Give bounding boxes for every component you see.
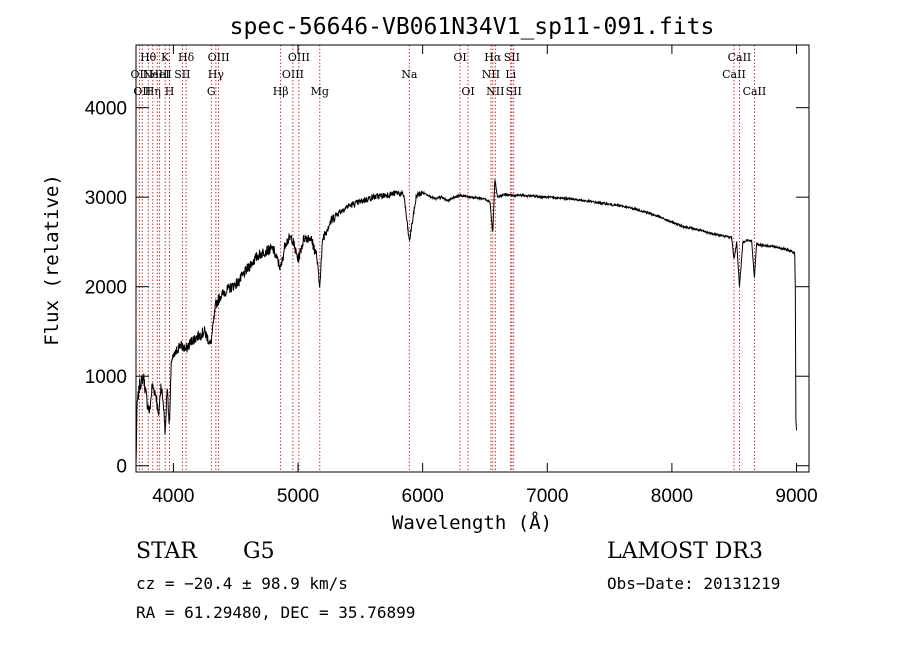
y-axis-ticks: 0 1000 2000 3000 4000 [85,99,809,478]
line-label: OI [453,51,466,64]
x-tick-label: 6000 [402,486,444,507]
y-tick-label: 4000 [85,99,127,120]
plot-frame [135,44,810,473]
line-label: Hγ [208,68,225,81]
line-label: Na [401,68,418,81]
y-tick-label: 2000 [85,278,127,299]
x-axis-label: Wavelength (Å) [392,511,552,534]
redshift-text: cz = −20.4 ± 98.9 km/s [136,574,348,593]
x-tick-label: 4000 [152,486,194,507]
line-label: Mg [311,85,329,98]
line-label: G [207,85,216,98]
line-label: CaII [722,68,746,81]
line-label: SII [174,68,190,81]
y-tick-label: 1000 [85,367,127,388]
line-label: CaII [743,85,767,98]
chart-title: spec-56646-VB061N34V1_sp11-091.fits [230,14,715,40]
coordinates-text: RA = 61.29480, DEC = 35.76899 [136,603,416,622]
line-label: OII [133,85,151,98]
obs-date-text: Obs−Date: 20131219 [607,574,781,593]
line-label: OI [461,85,474,98]
line-label: SII [504,51,520,64]
x-tick-label: 7000 [526,486,568,507]
line-label: NeIII [143,68,172,81]
x-tick-label: 8000 [651,486,693,507]
spectral-line-markers [138,45,755,472]
class-label: STAR [136,539,197,564]
line-label: Hη [145,85,161,98]
line-label: SII [506,85,522,98]
x-tick-label: 9000 [775,486,817,507]
x-axis-ticks: 4000 5000 6000 7000 8000 9000 [152,45,818,507]
y-axis-label: Flux (relative) [41,174,63,346]
line-label: NII [486,85,504,98]
y-tick-label: 3000 [85,188,127,209]
line-label: H [165,85,175,98]
line-label: Hβ [273,85,289,98]
line-label: Hα [484,51,502,64]
spectrum-series-line [135,178,797,465]
line-label: OIII [288,51,310,64]
line-label: OIII [282,68,304,81]
survey-label: LAMOST DR3 [607,539,763,564]
line-label: Hδ [178,51,195,64]
line-label: Hθ [140,51,157,64]
y-tick-label: 0 [116,457,127,478]
line-label: K [161,51,170,64]
line-label: CaII [728,51,752,64]
line-label: HeI [149,68,169,81]
line-label: OIII [208,51,230,64]
x-tick-label: 5000 [277,486,319,507]
line-label: NII [482,68,500,81]
line-label: Li [505,68,516,81]
subclass-label: G5 [243,539,275,564]
line-label: OII [131,68,149,81]
